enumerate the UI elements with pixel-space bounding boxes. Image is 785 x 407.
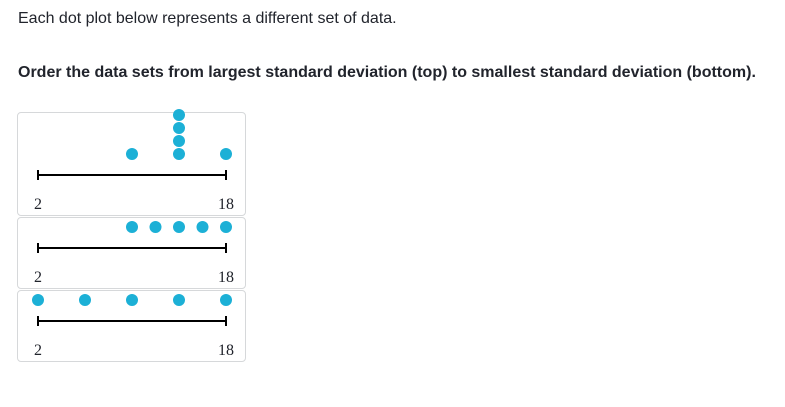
- data-dot: [173, 221, 185, 233]
- data-dot: [79, 294, 91, 306]
- dot-plot-card[interactable]: 2 18: [17, 217, 246, 289]
- data-dot: [126, 148, 138, 160]
- data-dot: [173, 148, 185, 160]
- data-dot: [32, 294, 44, 306]
- dot-plot: 2 18: [34, 221, 234, 286]
- dot-group: [126, 109, 232, 160]
- dot-plot-card[interactable]: 2 18: [17, 109, 246, 216]
- data-dot: [173, 294, 185, 306]
- data-dot: [173, 122, 185, 134]
- axis-min-label: 2: [34, 269, 42, 286]
- dot-plot: 2 18: [34, 109, 234, 213]
- data-dot: [220, 294, 232, 306]
- axis-max-label: 18: [218, 196, 234, 213]
- dot-group: [126, 221, 232, 233]
- question-instruction: Order the data sets from largest standar…: [18, 64, 756, 81]
- data-dot: [220, 148, 232, 160]
- dot-plot: 2 18: [32, 294, 234, 359]
- sortable-dot-plot-list: 2 18 2 18 2 18: [17, 109, 247, 363]
- question-intro: Each dot plot below represents a differe…: [18, 10, 397, 27]
- data-dot: [173, 135, 185, 147]
- axis-max-label: 18: [218, 269, 234, 286]
- data-dot: [149, 221, 162, 233]
- axis-min-label: 2: [34, 196, 42, 213]
- dot-group: [32, 294, 232, 306]
- data-dot: [126, 294, 138, 306]
- data-dot: [220, 221, 232, 233]
- dot-plot-card[interactable]: 2 18: [17, 290, 246, 362]
- data-dot: [126, 221, 138, 233]
- data-dot: [173, 109, 185, 121]
- data-dot: [196, 221, 209, 233]
- axis-min-label: 2: [34, 342, 42, 359]
- axis-max-label: 18: [218, 342, 234, 359]
